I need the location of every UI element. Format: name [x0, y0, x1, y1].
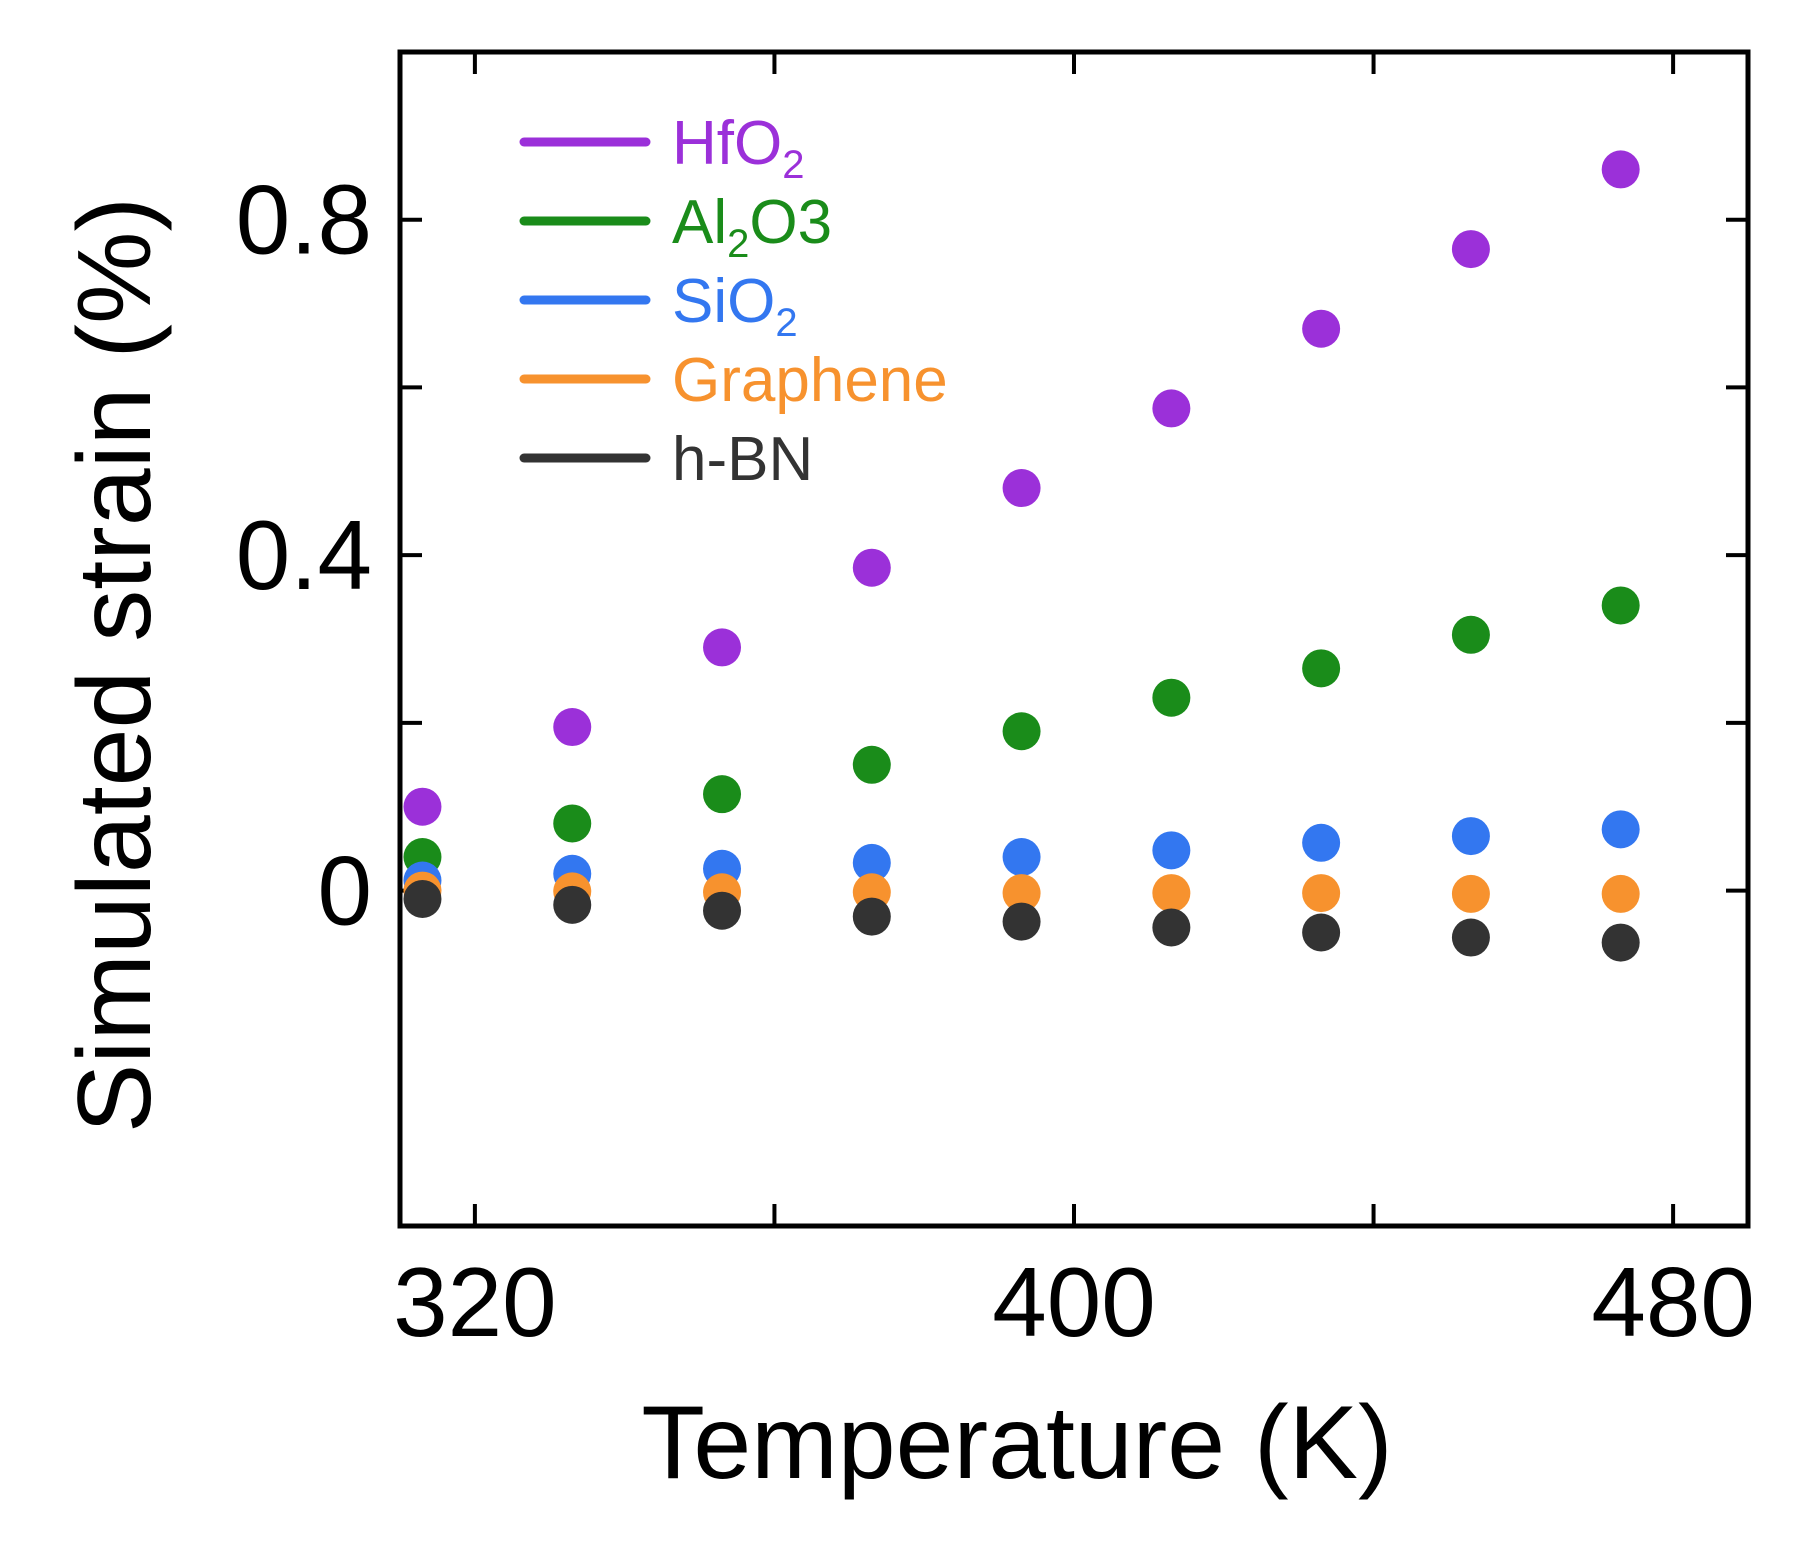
data-point	[553, 708, 592, 747]
data-point	[553, 804, 592, 843]
x-tick-label: 480	[1591, 1247, 1755, 1357]
data-point	[1002, 838, 1041, 877]
plot-area	[397, 49, 1751, 1229]
plot-frame	[397, 49, 1751, 1229]
y-tick-label: 0	[317, 836, 372, 946]
data-point	[1451, 615, 1490, 654]
data-point	[703, 628, 742, 667]
data-point	[1002, 469, 1041, 508]
data-points	[403, 150, 1640, 962]
legend-item: HfO2	[519, 109, 804, 187]
data-point	[1152, 908, 1191, 947]
data-point	[852, 897, 891, 936]
data-point	[1451, 817, 1490, 856]
series-hfo2	[403, 150, 1640, 826]
x-axis-label: Temperature (K)	[641, 1385, 1392, 1501]
data-point	[1451, 230, 1490, 269]
data-point	[1601, 586, 1640, 625]
x-tick-label: 320	[393, 1247, 557, 1357]
legend-label: HfO2	[672, 109, 804, 187]
legend-label: h-BN	[672, 425, 813, 494]
legend-item: h-BN	[519, 425, 813, 494]
y-axis-label: Simulated strain (%)	[57, 197, 173, 1133]
data-point	[1451, 874, 1490, 913]
data-point	[852, 548, 891, 587]
data-point	[703, 775, 742, 814]
series-h-bn	[403, 879, 1640, 962]
y-tick-label: 0.8	[236, 165, 372, 275]
data-point	[1601, 150, 1640, 189]
data-point	[1302, 913, 1341, 952]
data-point	[1002, 874, 1041, 913]
data-point	[1002, 902, 1041, 941]
data-point	[1601, 810, 1640, 849]
data-point	[1302, 309, 1341, 348]
legend-label: SiO2	[672, 267, 798, 345]
y-tick-label: 0.4	[236, 500, 372, 610]
data-point	[1601, 923, 1640, 962]
x-tick-label: 400	[992, 1247, 1156, 1357]
data-point	[1152, 389, 1191, 428]
data-point	[852, 745, 891, 784]
series-sio2	[403, 810, 1640, 900]
data-point	[1152, 678, 1191, 717]
data-point	[1601, 874, 1640, 913]
data-point	[1451, 918, 1490, 957]
legend-item: Al2O3	[519, 188, 832, 266]
data-point	[1152, 874, 1191, 913]
data-point	[553, 885, 592, 924]
legend-item: SiO2	[519, 267, 798, 345]
data-point	[1002, 712, 1041, 751]
data-point	[1302, 874, 1341, 913]
legend-item: Graphene	[519, 346, 948, 415]
data-point	[852, 843, 891, 882]
data-point	[1302, 823, 1341, 862]
data-point	[403, 787, 442, 826]
data-point	[1152, 831, 1191, 870]
axis-ticks	[400, 52, 1748, 1226]
data-point	[703, 891, 742, 930]
tick-labels: 320 400 480 0 0.4 0.8	[236, 165, 1755, 1357]
legend-label: Graphene	[672, 346, 948, 415]
legend-label: Al2O3	[672, 188, 832, 266]
data-point	[403, 879, 442, 918]
data-point	[1302, 649, 1341, 688]
series-al2o3	[403, 586, 1640, 877]
